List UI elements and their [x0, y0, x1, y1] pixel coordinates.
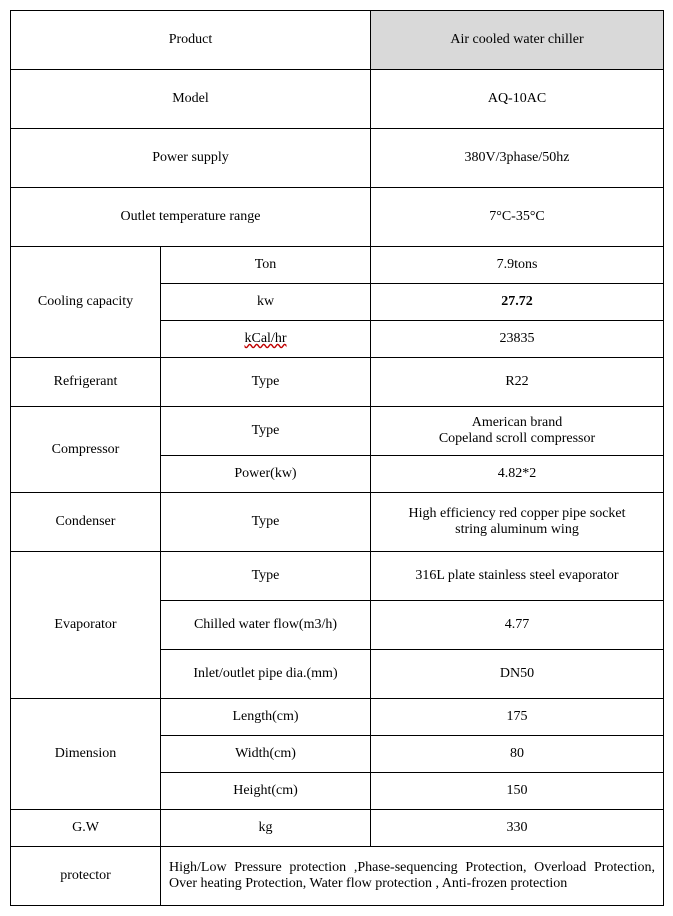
- sub-evap-type: Type: [161, 552, 371, 601]
- row-refrigerant: Refrigerant Type R22: [11, 358, 664, 407]
- row-protector: protector High/Low Pressure protection ,…: [11, 847, 664, 906]
- value-outlet-temp: 7°C-35°C: [371, 188, 664, 247]
- sub-cooling-ton: Ton: [161, 247, 371, 284]
- row-gw: G.W kg 330: [11, 810, 664, 847]
- sub-dim-height: Height(cm): [161, 773, 371, 810]
- row-compressor-type: Compressor Type American brand Copeland …: [11, 407, 664, 456]
- row-power-supply: Power supply 380V/3phase/50hz: [11, 129, 664, 188]
- label-outlet-temp: Outlet temperature range: [11, 188, 371, 247]
- header-value: Air cooled water chiller: [371, 11, 664, 70]
- row-outlet-temp: Outlet temperature range 7°C-35°C: [11, 188, 664, 247]
- label-compressor: Compressor: [11, 407, 161, 493]
- value-dim-height: 150: [371, 773, 664, 810]
- value-model: AQ-10AC: [371, 70, 664, 129]
- sub-refrigerant: Type: [161, 358, 371, 407]
- value-dim-width: 80: [371, 736, 664, 773]
- label-cooling: Cooling capacity: [11, 247, 161, 358]
- header-row: Product Air cooled water chiller: [11, 11, 664, 70]
- sub-evap-flow: Chilled water flow(m3/h): [161, 601, 371, 650]
- value-power-supply: 380V/3phase/50hz: [371, 129, 664, 188]
- sub-compressor-type: Type: [161, 407, 371, 456]
- sub-evap-pipe: Inlet/outlet pipe dia.(mm): [161, 650, 371, 699]
- label-power-supply: Power supply: [11, 129, 371, 188]
- sub-condenser: Type: [161, 493, 371, 552]
- row-dim-length: Dimension Length(cm) 175: [11, 699, 664, 736]
- label-condenser: Condenser: [11, 493, 161, 552]
- label-refrigerant: Refrigerant: [11, 358, 161, 407]
- label-evaporator: Evaporator: [11, 552, 161, 699]
- header-product: Product: [11, 11, 371, 70]
- value-cooling-ton: 7.9tons: [371, 247, 664, 284]
- value-compressor-type: American brand Copeland scroll compresso…: [371, 407, 664, 456]
- label-gw: G.W: [11, 810, 161, 847]
- value-condenser: High efficiency red copper pipe socket s…: [371, 493, 664, 552]
- value-protector: High/Low Pressure protection ,Phase-sequ…: [161, 847, 664, 906]
- sub-dim-length: Length(cm): [161, 699, 371, 736]
- sub-dim-width: Width(cm): [161, 736, 371, 773]
- row-cooling-ton: Cooling capacity Ton 7.9tons: [11, 247, 664, 284]
- label-dimension: Dimension: [11, 699, 161, 810]
- label-model: Model: [11, 70, 371, 129]
- sub-cooling-kw: kw: [161, 284, 371, 321]
- row-evaporator-type: Evaporator Type 316L plate stainless ste…: [11, 552, 664, 601]
- value-compressor-power: 4.82*2: [371, 456, 664, 493]
- value-refrigerant: R22: [371, 358, 664, 407]
- value-dim-length: 175: [371, 699, 664, 736]
- value-evap-flow: 4.77: [371, 601, 664, 650]
- label-protector: protector: [11, 847, 161, 906]
- value-gw: 330: [371, 810, 664, 847]
- sub-compressor-power: Power(kw): [161, 456, 371, 493]
- sub-cooling-kcal: kCal/hr: [161, 321, 371, 358]
- value-evap-pipe: DN50: [371, 650, 664, 699]
- sub-gw: kg: [161, 810, 371, 847]
- row-model: Model AQ-10AC: [11, 70, 664, 129]
- value-cooling-kcal: 23835: [371, 321, 664, 358]
- row-condenser: Condenser Type High efficiency red coppe…: [11, 493, 664, 552]
- value-cooling-kw: 27.72: [371, 284, 664, 321]
- spec-table: Product Air cooled water chiller Model A…: [10, 10, 664, 906]
- value-evap-type: 316L plate stainless steel evaporator: [371, 552, 664, 601]
